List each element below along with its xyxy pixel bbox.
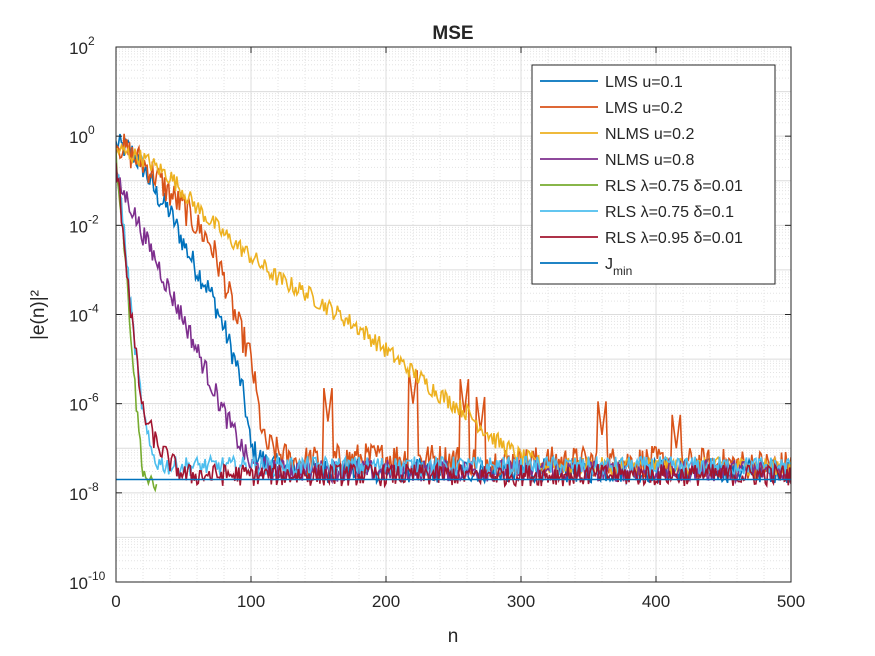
legend: LMS u=0.1 LMS u=0.2 NLMS u=0.2 NLMS u=0.8 RL… xyxy=(531,64,776,285)
y-tick-exponent: -6 xyxy=(88,391,99,405)
y-tick-exponent: 0 xyxy=(88,123,95,137)
series-line xyxy=(116,166,791,478)
legend-box xyxy=(531,64,776,285)
series-line xyxy=(116,133,791,481)
y-tick-label: 10 xyxy=(69,396,88,415)
tick-marks xyxy=(115,46,792,583)
legend-label: LMS u=0.1 xyxy=(605,74,683,91)
x-tick-label: 200 xyxy=(372,592,400,611)
y-tick-label: 10 xyxy=(69,39,88,58)
legend-label-subscript: min xyxy=(613,264,632,278)
series-layer xyxy=(116,133,791,493)
x-tick-label: 500 xyxy=(777,592,805,611)
y-tick-exponent: -10 xyxy=(88,569,106,583)
y-tick-label: 10 xyxy=(69,307,88,326)
y-tick-exponent: -2 xyxy=(88,212,99,226)
x-axis-label: n xyxy=(448,626,459,647)
x-tick-label: 300 xyxy=(507,592,535,611)
y-tick-exponent: -4 xyxy=(88,302,99,316)
x-tick-labels: 0 100 200 300 400 500 xyxy=(111,592,805,611)
y-tick-label: 10 xyxy=(69,128,88,147)
x-tick-label: 0 xyxy=(111,592,120,611)
legend-label: NLMS u=0.2 xyxy=(605,126,694,143)
y-tick-exponent: -8 xyxy=(88,480,99,494)
legend-label: LMS u=0.2 xyxy=(605,100,683,117)
x-tick-label: 400 xyxy=(642,592,670,611)
legend-label: RLS λ=0.75 δ=0.1 xyxy=(605,204,734,221)
legend-label: NLMS u=0.8 xyxy=(605,152,694,169)
series-line xyxy=(116,162,791,489)
y-tick-exponent: 2 xyxy=(88,34,95,48)
y-tick-label: 10 xyxy=(69,217,88,236)
legend-label: RLS λ=0.95 δ=0.01 xyxy=(605,230,743,247)
y-tick-label: 10 xyxy=(69,485,88,504)
legend-label: RLS λ=0.75 δ=0.01 xyxy=(605,178,743,195)
y-axis-label: |e(n)|² xyxy=(28,290,49,340)
x-tick-label: 100 xyxy=(237,592,265,611)
chart-title: MSE xyxy=(432,23,473,44)
y-tick-label: 10 xyxy=(69,574,88,593)
